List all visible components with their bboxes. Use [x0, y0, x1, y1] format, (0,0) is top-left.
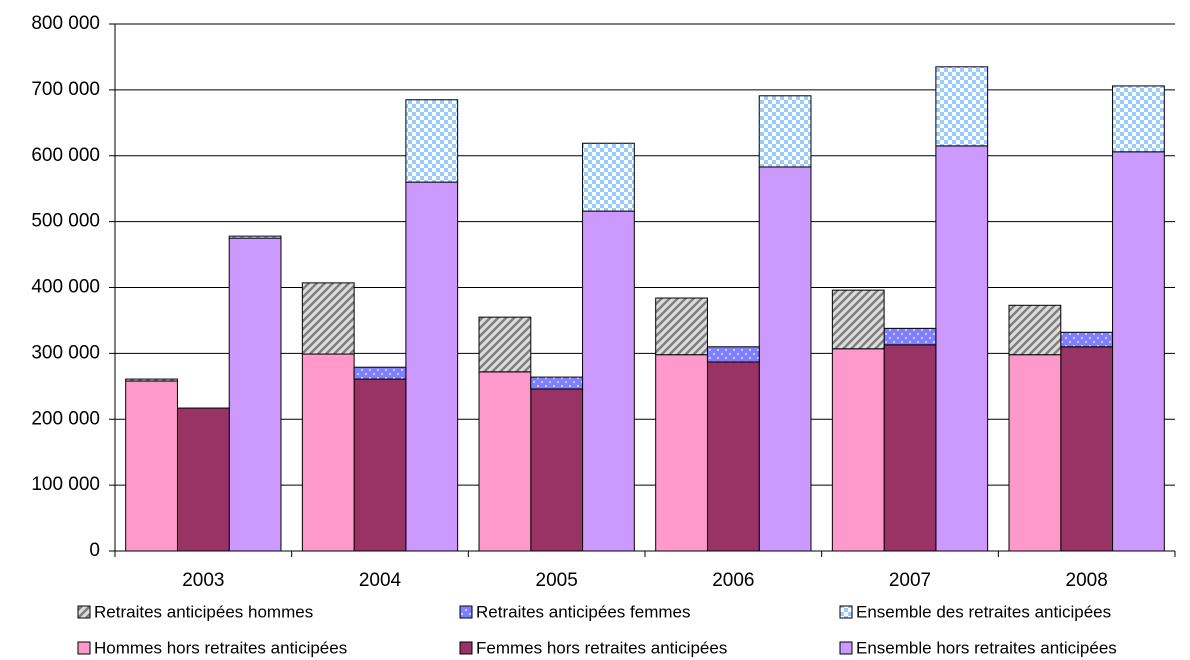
- bar-segment: [582, 142, 635, 212]
- y-tick-label: 200 000: [31, 408, 100, 429]
- bar-segment: [1060, 346, 1114, 552]
- bar-segment: [1060, 331, 1114, 348]
- bar-segment: [831, 348, 885, 552]
- y-tick-label: 400 000: [31, 277, 100, 298]
- y-tick-label: 600 000: [31, 145, 100, 166]
- bar-segment: [228, 237, 282, 552]
- legend-label: Femmes hors retraites anticipées: [476, 638, 727, 657]
- legend-swatch: [839, 641, 853, 655]
- bar-segment: [758, 166, 812, 552]
- x-tick-label: 2005: [536, 570, 578, 591]
- y-tick-label: 500 000: [31, 211, 100, 232]
- legend-label: Ensemble des retraites anticipées: [856, 602, 1111, 621]
- y-tick-label: 800 000: [31, 13, 100, 34]
- x-tick-label: 2004: [359, 570, 402, 591]
- bar-segment: [125, 378, 178, 382]
- legend-swatch: [839, 605, 853, 619]
- y-tick-label: 0: [89, 540, 100, 561]
- y-tick-label: 300 000: [31, 342, 100, 363]
- bar-segment: [706, 361, 760, 552]
- bar-segment: [883, 344, 937, 552]
- bar-segment: [301, 353, 355, 552]
- bar-segment: [655, 297, 708, 356]
- legend-label: Retraites anticipées femmes: [476, 602, 690, 621]
- x-tick-label: 2007: [889, 570, 931, 591]
- bar-segment: [478, 316, 532, 373]
- bar-segment: [1112, 85, 1165, 153]
- legend: Retraites anticipées hommes Retraites ant…: [77, 602, 1117, 657]
- bar-segment: [228, 235, 282, 239]
- bar-segment: [1112, 151, 1165, 552]
- bar-segment: [478, 371, 532, 552]
- bar-segment: [582, 210, 635, 552]
- bar-segment: [758, 95, 812, 168]
- legend-label: Hommes hors retraites anticipées: [94, 638, 347, 657]
- y-tick-label: 100 000: [31, 474, 100, 495]
- x-tick-label: 2008: [1066, 570, 1108, 591]
- bar-segment: [353, 378, 407, 552]
- bar-segment: [125, 380, 178, 552]
- bar-segment: [176, 407, 230, 552]
- bar-segment: [530, 388, 584, 552]
- bar-segment: [301, 282, 355, 355]
- y-tick-label: 700 000: [31, 79, 100, 100]
- legend-swatch: [77, 641, 91, 655]
- bar-segment: [1008, 354, 1062, 552]
- legend-swatch: [459, 605, 473, 619]
- bar-segment: [405, 99, 459, 183]
- bar-segment: [655, 354, 708, 552]
- bar-segment: [353, 366, 407, 380]
- bar-segment: [935, 66, 989, 147]
- bar-segment: [405, 181, 459, 552]
- legend-swatch: [459, 641, 473, 655]
- bar-segment: [883, 327, 937, 346]
- bar-segment: [831, 289, 885, 350]
- legend-swatch: [77, 605, 91, 619]
- bar-segment: [935, 145, 989, 552]
- legend-label: Ensemble hors retraites anticipées: [856, 638, 1117, 657]
- bar-segment: [530, 376, 584, 390]
- bar-segment: [706, 346, 760, 363]
- bar-segment: [1008, 304, 1062, 356]
- x-tick-label: 2003: [182, 570, 224, 591]
- legend-label: Retraites anticipées hommes: [94, 602, 313, 621]
- x-tick-label: 2006: [712, 570, 754, 591]
